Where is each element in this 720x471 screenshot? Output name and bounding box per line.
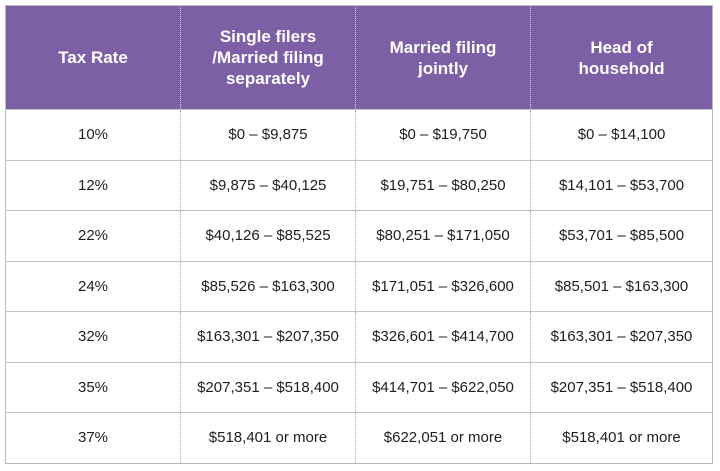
header-text: jointly [417,58,469,78]
table-header: Tax Rate Single filers/Married filing sepa… [5,5,713,110]
header-text: /Married filing [212,48,324,67]
header-cell: Married filing jointly [355,5,531,110]
bracket-cell: $85,526 – $163,300 [180,260,356,312]
tax-rate-cell: 32% [5,311,181,362]
header-cell: Tax Rate [5,5,181,110]
bracket-cell: $0 – $19,750 [355,109,531,160]
header-text: household [578,58,665,78]
tax-rate-cell: 10% [5,109,181,160]
tax-rate-cell: 22% [5,210,181,261]
tax-rate-cell: 35% [5,361,181,413]
table-row: 35% $207,351 – $518,400 $414,701 – $622,05… [5,361,713,413]
bracket-cell: $19,751 – $80,250 [355,159,531,211]
table-row: 24% $85,526 – $163,300 $171,051 – $326,600… [5,260,713,312]
header-text: Tax Rate [58,48,128,67]
table-row: 32% $163,301 – $207,350 $326,601 – $414,70… [5,311,713,362]
bracket-cell: $163,301 – $207,350 [530,311,713,362]
bracket-cell: $9,875 – $40,125 [180,159,356,211]
header-text: Head of [590,37,653,57]
bracket-cell: $0 – $14,100 [530,109,713,160]
bracket-cell: $171,051 – $326,600 [355,260,531,312]
bracket-cell: $14,101 – $53,700 [530,159,713,211]
bracket-cell: $80,251 – $171,050 [355,210,531,261]
bracket-cell: $207,351 – $518,400 [180,361,356,413]
bracket-cell: $518,401 or more [530,412,713,463]
header-text: separately [225,69,311,88]
bracket-cell: $40,126 – $85,525 [180,210,356,261]
bracket-cell: $85,501 – $163,300 [530,260,713,312]
table-row: 37% $518,401 or more $622,051 or more $518,… [5,412,713,463]
header-text: Married filing [389,37,497,57]
tax-rate-cell: 37% [5,412,181,463]
header-row: Tax Rate Single filers/Married filing sepa… [5,5,713,110]
bracket-cell: $622,051 or more [355,412,531,463]
bracket-cell: $53,701 – $85,500 [530,210,713,261]
tax-bracket-table: Tax Rate Single filers/Married filing sepa… [5,5,713,464]
tax-rate-cell: 12% [5,159,181,211]
table-body: 10% $0 – $9,875 $0 – $19,750 $0 – $14,100 12… [5,109,713,463]
table-row: 12% $9,875 – $40,125 $19,751 – $80,250 $14,… [5,159,713,211]
table-row: 10% $0 – $9,875 $0 – $19,750 $0 – $14,100 [5,109,713,160]
bracket-cell: $326,601 – $414,700 [355,311,531,362]
tax-rate-cell: 24% [5,260,181,312]
header-cell: Single filers/Married filing separately [180,5,356,110]
bracket-cell: $207,351 – $518,400 [530,361,713,413]
bracket-cell: $414,701 – $622,050 [355,361,531,413]
header-cell: Head of household [530,5,713,110]
bracket-cell: $163,301 – $207,350 [180,311,356,362]
table-row: 22% $40,126 – $85,525 $80,251 – $171,050 $5… [5,210,713,261]
bracket-cell: $518,401 or more [180,412,356,463]
header-text: Single filers [219,27,317,46]
bracket-cell: $0 – $9,875 [180,109,356,160]
